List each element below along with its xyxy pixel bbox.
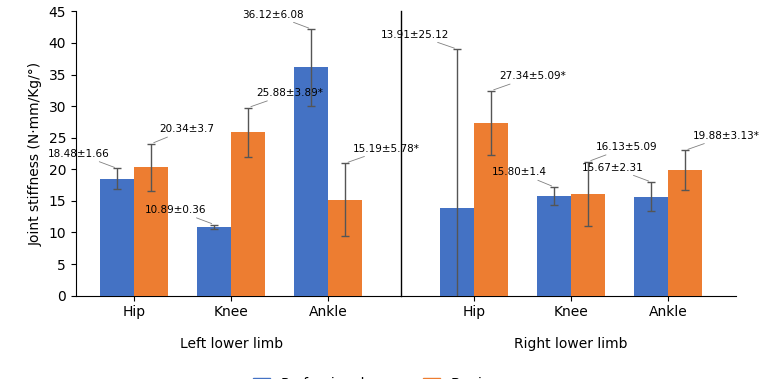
Bar: [100, 179, 134, 296]
Bar: [474, 123, 508, 296]
Bar: [635, 197, 668, 296]
Text: 15.67±2.31: 15.67±2.31: [581, 163, 649, 181]
Y-axis label: Joint stiffness (N·mm/Kg/°): Joint stiffness (N·mm/Kg/°): [29, 61, 43, 246]
Text: 36.12±6.08: 36.12±6.08: [242, 9, 309, 28]
Bar: [134, 167, 168, 296]
Text: 25.88±3.89*: 25.88±3.89*: [251, 88, 323, 106]
Bar: [231, 132, 265, 296]
Text: 19.88±3.13*: 19.88±3.13*: [688, 131, 759, 149]
Bar: [294, 67, 329, 296]
Bar: [572, 194, 605, 296]
Text: Right lower limb: Right lower limb: [515, 337, 628, 351]
Text: 10.89±0.36: 10.89±0.36: [145, 205, 212, 224]
Bar: [197, 227, 231, 296]
Bar: [329, 200, 362, 296]
Text: 15.80±1.4: 15.80±1.4: [491, 168, 552, 186]
Text: 27.34±5.09*: 27.34±5.09*: [493, 71, 565, 90]
Bar: [668, 170, 702, 296]
Bar: [440, 208, 474, 296]
Text: 20.34±3.7: 20.34±3.7: [154, 124, 214, 143]
Text: 18.48±1.66: 18.48±1.66: [48, 149, 115, 168]
Legend: Professional group, Beginner group: Professional group, Beginner group: [248, 371, 564, 379]
Bar: [537, 196, 572, 296]
Text: 13.91±25.12: 13.91±25.12: [381, 30, 455, 48]
Text: Left lower limb: Left lower limb: [180, 337, 283, 351]
Text: 15.19±5.78*: 15.19±5.78*: [348, 144, 420, 162]
Text: 16.13±5.09: 16.13±5.09: [591, 142, 657, 161]
